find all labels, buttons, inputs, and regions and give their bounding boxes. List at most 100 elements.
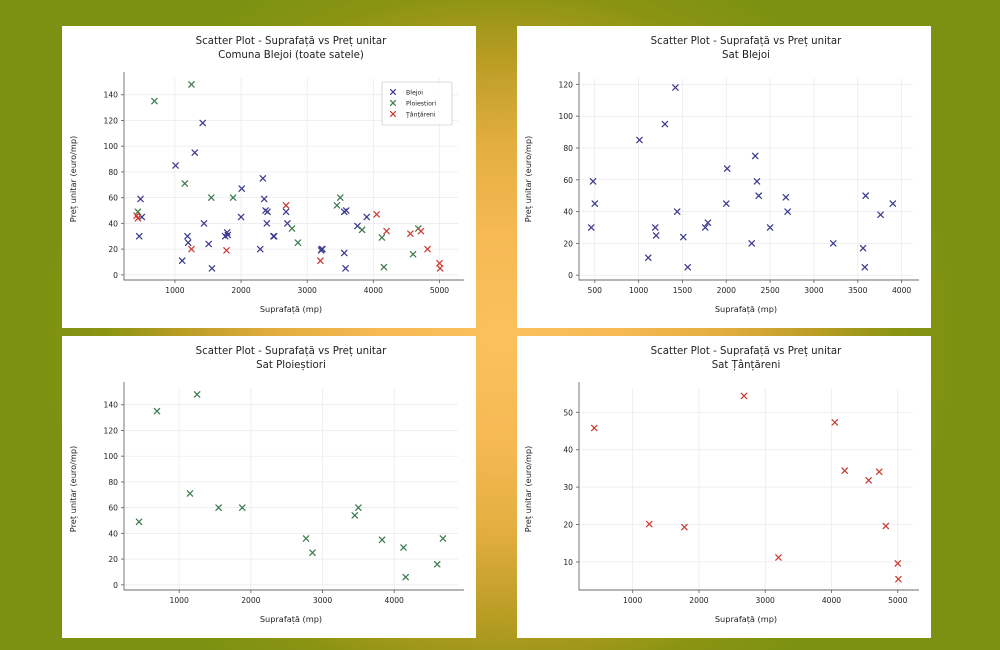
x-tick-label: 5000 xyxy=(888,596,907,605)
series-group-nreni xyxy=(133,202,444,272)
y-tick-label: 80 xyxy=(108,168,118,177)
data-point-marker xyxy=(409,250,417,258)
data-point-marker xyxy=(294,239,302,247)
x-tick-label: 2500 xyxy=(760,286,779,295)
data-point-marker xyxy=(740,392,748,400)
x-tick-label: 1000 xyxy=(629,286,648,295)
data-point-marker xyxy=(895,575,902,583)
data-point-marker xyxy=(378,536,386,544)
x-tick-label: 2000 xyxy=(241,596,260,605)
chart-title-line2: Comuna Blejoi (toate satele) xyxy=(218,50,364,61)
data-point-marker xyxy=(775,554,782,561)
data-point-marker xyxy=(188,81,195,88)
x-tick-label: 3000 xyxy=(756,596,775,605)
y-tick-label: 100 xyxy=(559,112,574,121)
data-point-marker xyxy=(723,165,731,172)
data-point-marker xyxy=(865,477,872,484)
y-tick-label: 120 xyxy=(559,80,574,89)
x-tick-label: 3000 xyxy=(298,286,317,295)
scatter-chart-sat-tantareni: Scatter Plot - Suprafață vs Preț unitar S… xyxy=(523,346,919,625)
data-point-marker xyxy=(400,544,407,551)
y-tick-label: 120 xyxy=(104,116,119,125)
y-tick-label: 0 xyxy=(113,271,118,280)
data-point-marker xyxy=(380,263,388,271)
data-point-marker xyxy=(651,224,659,231)
axis-spine xyxy=(123,382,464,591)
x-tick-label: 2000 xyxy=(717,286,736,295)
x-axis-label: Suprafață (mp) xyxy=(260,304,322,315)
y-tick-label: 60 xyxy=(108,194,118,203)
y-tick-label: 0 xyxy=(113,581,118,590)
data-point-marker xyxy=(782,193,790,201)
data-point-marker xyxy=(237,213,245,221)
legend-label: Ploiestiori xyxy=(406,100,436,107)
y-axis-label: Preț unitar (euro/mp) xyxy=(523,136,534,222)
data-point-marker xyxy=(229,194,237,201)
data-point-marker xyxy=(751,152,759,160)
data-point-marker xyxy=(134,214,142,222)
y-tick-label: 50 xyxy=(563,408,573,417)
data-point-marker xyxy=(672,84,679,91)
legend-marker xyxy=(389,88,397,96)
series-group-ploiestiori xyxy=(135,391,447,581)
scatter-chart-sat-blejoi: Scatter Plot - Suprafață vs Preț unitar S… xyxy=(523,36,919,315)
data-point-marker xyxy=(877,211,884,219)
legend-box xyxy=(381,81,453,126)
data-point-marker xyxy=(200,220,208,227)
data-point-marker xyxy=(288,225,296,232)
y-tick-label: 0 xyxy=(568,271,573,280)
y-tick-label: 100 xyxy=(104,142,119,151)
data-point-marker xyxy=(841,467,849,474)
data-point-marker xyxy=(784,208,791,215)
y-tick-label: 30 xyxy=(563,483,573,492)
data-point-marker xyxy=(591,200,599,207)
data-point-marker xyxy=(436,265,444,272)
data-point-marker xyxy=(753,178,761,185)
data-point-marker xyxy=(587,224,595,231)
legend-marker xyxy=(389,110,397,118)
data-point-marker xyxy=(407,230,414,238)
data-point-marker xyxy=(186,490,194,497)
data-point-marker xyxy=(256,245,264,253)
chart-legend[interactable]: Blejoi Ploiestiori Țânțăreni xyxy=(381,81,453,126)
data-point-marker xyxy=(181,180,189,187)
y-tick-label: 20 xyxy=(563,239,573,248)
data-point-marker xyxy=(309,549,316,557)
x-tick-label: 1500 xyxy=(673,286,692,295)
x-tick-label: 3000 xyxy=(804,286,823,295)
y-tick-label: 140 xyxy=(104,91,119,100)
data-point-marker xyxy=(355,504,362,511)
data-point-marker xyxy=(433,560,441,568)
data-point-marker xyxy=(172,162,179,169)
data-point-marker xyxy=(589,178,597,185)
legend-label: Blejoi xyxy=(406,89,423,96)
data-point-marker xyxy=(748,240,756,247)
data-point-marker xyxy=(333,202,341,209)
y-tick-label: 60 xyxy=(108,504,118,513)
y-axis-label: Preț unitar (euro/mp) xyxy=(523,446,534,532)
data-point-marker xyxy=(191,149,199,156)
series-group-ploiestiori xyxy=(134,81,422,271)
data-point-marker xyxy=(284,220,291,227)
data-point-marker xyxy=(636,136,643,144)
data-point-marker xyxy=(831,419,839,426)
scatter-chart-sat-ploiestiori: Scatter Plot - Suprafață vs Preț unitar S… xyxy=(68,346,464,625)
data-point-marker xyxy=(402,573,410,581)
data-point-marker xyxy=(661,120,669,128)
data-point-marker xyxy=(340,249,348,257)
data-point-marker xyxy=(684,263,692,271)
data-point-marker xyxy=(223,247,230,254)
data-point-marker xyxy=(701,224,709,231)
data-point-marker xyxy=(238,504,246,511)
data-point-marker xyxy=(270,232,278,240)
x-tick-label: 4000 xyxy=(822,596,841,605)
data-point-marker xyxy=(184,239,192,247)
x-tick-label: 500 xyxy=(588,286,603,295)
chart-title-line1: Scatter Plot - Suprafață vs Preț unitar xyxy=(651,36,842,47)
data-point-marker xyxy=(282,208,290,216)
chart-title-line2: Sat Ploieștiori xyxy=(256,360,326,371)
data-point-marker xyxy=(378,234,386,241)
data-point-marker xyxy=(882,522,890,530)
chart-title-line1: Scatter Plot - Suprafață vs Preț unitar xyxy=(196,36,387,47)
